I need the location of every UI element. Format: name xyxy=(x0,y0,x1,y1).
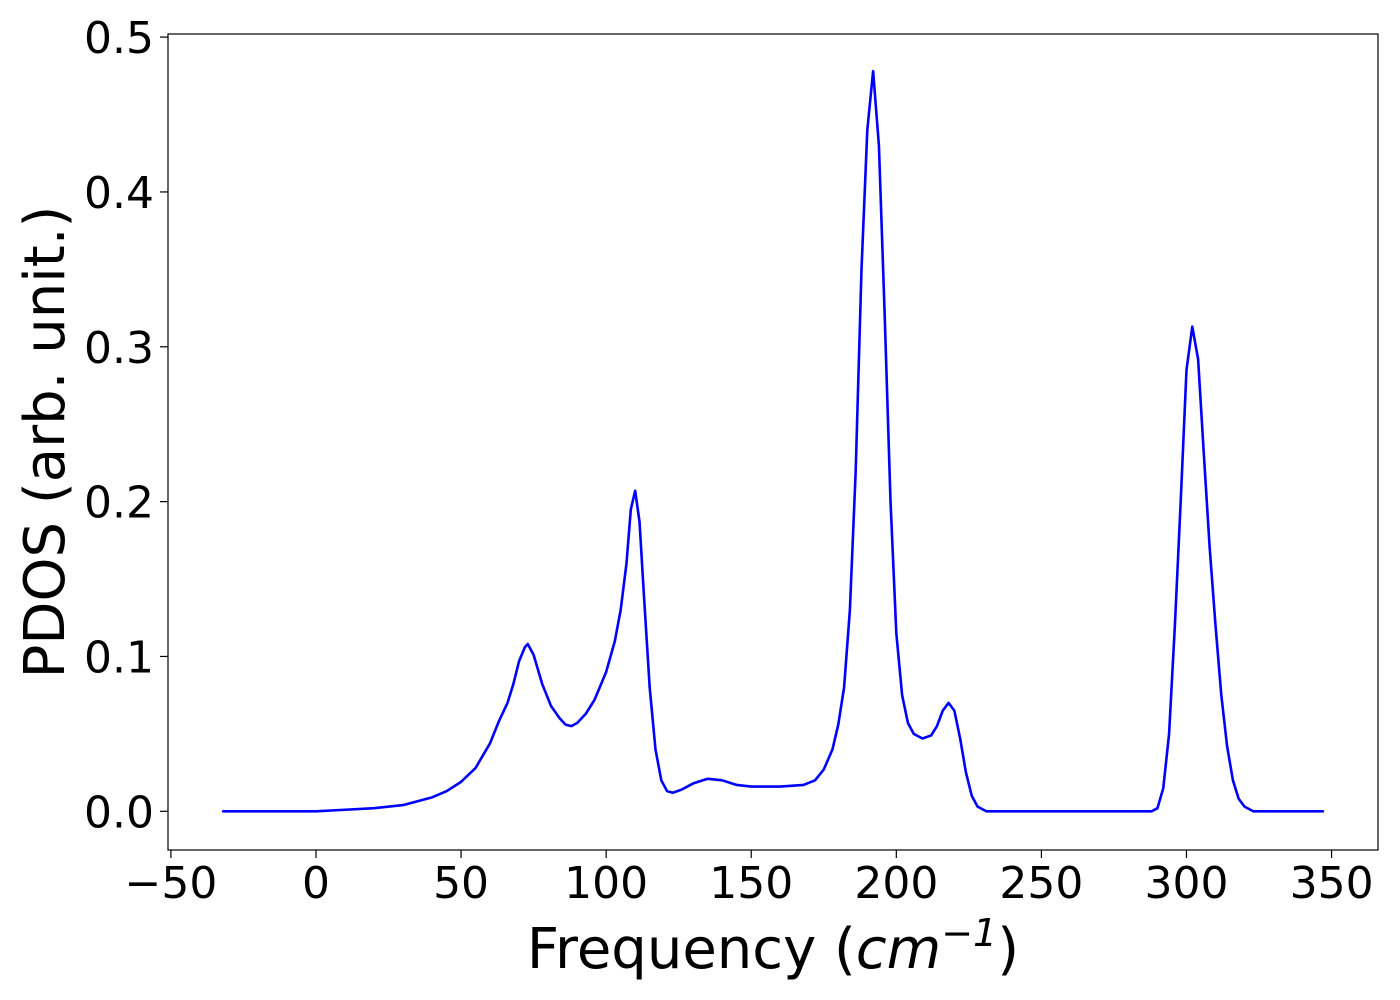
y-tick-label: 0.4 xyxy=(84,168,154,219)
x-axis-unit-open: ( xyxy=(816,917,856,982)
x-tick-label: 300 xyxy=(1144,858,1228,909)
y-axis-label: PDOS (arb. unit.) xyxy=(13,206,78,679)
x-tick-label: 50 xyxy=(433,858,489,909)
y-tick-label: 0.3 xyxy=(84,323,154,374)
x-tick-label: 0 xyxy=(302,858,330,909)
y-tick-label: 0.5 xyxy=(84,13,154,64)
x-axis-ticks: −50 0 50 100 150 200 250 300 350 xyxy=(124,850,1374,909)
x-tick-label: 350 xyxy=(1290,858,1374,909)
plot-area xyxy=(167,33,1379,851)
y-tick-label: 0.2 xyxy=(84,478,154,529)
y-axis-ticks: 0.0 0.1 0.2 0.3 0.4 0.5 xyxy=(84,13,168,838)
pdos-series-line xyxy=(221,69,1325,813)
y-tick-label: 0.1 xyxy=(84,632,154,683)
x-axis-label: Frequency (cm−1) xyxy=(527,911,1019,982)
x-tick-label: 150 xyxy=(709,858,793,909)
x-tick-label: 100 xyxy=(564,858,648,909)
x-tick-label: 250 xyxy=(999,858,1083,909)
series-layer xyxy=(221,69,1325,813)
x-axis-unit-exp: −1 xyxy=(941,911,997,955)
x-tick-label: −50 xyxy=(124,858,217,909)
x-axis-label-text: Frequency xyxy=(527,917,816,982)
y-tick-label: 0.0 xyxy=(84,787,154,838)
x-tick-label: 200 xyxy=(854,858,938,909)
x-axis-unit-base: cm xyxy=(856,917,941,982)
x-axis-unit-close: ) xyxy=(997,917,1019,982)
